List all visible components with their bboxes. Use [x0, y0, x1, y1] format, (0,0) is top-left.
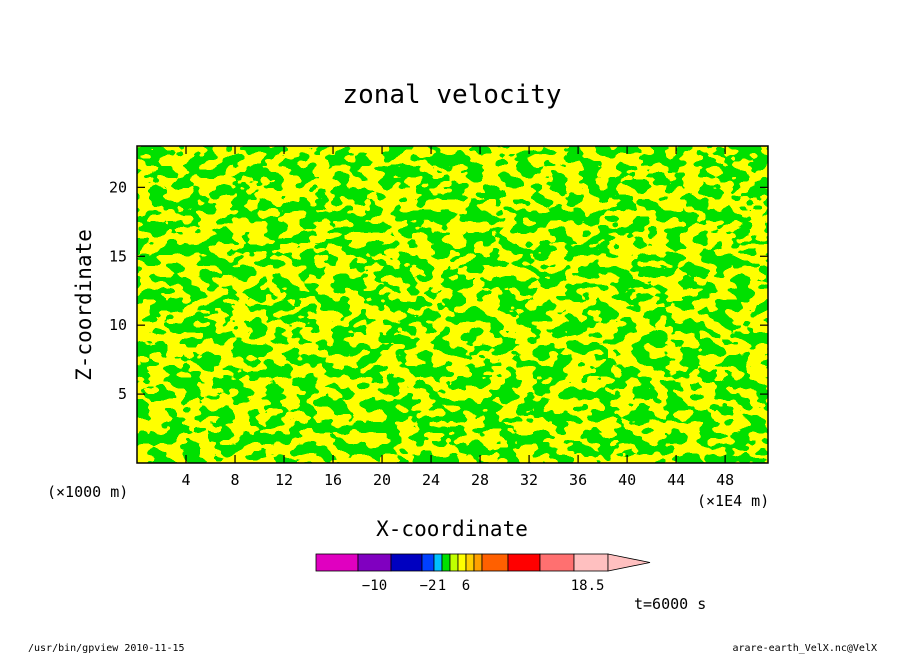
footer-right: arare-earth_VelX.nc@VelX	[733, 643, 878, 654]
colorbar-segment	[481, 553, 509, 572]
colorbar-labels: −10 −2 1 6 18.5	[362, 578, 605, 594]
chart-title: zonal velocity	[342, 80, 561, 110]
x-tick-label: 48	[716, 471, 734, 489]
x-axis-ticks: 4 8 12 16 20 24 28 32 36 40 44 48	[181, 146, 734, 489]
colorbar-segment	[433, 553, 443, 572]
y-tick-label: 20	[109, 178, 127, 196]
x-tick-label: 4	[181, 471, 190, 489]
x-tick-label: 20	[373, 471, 391, 489]
y-tick-label: 5	[118, 385, 127, 403]
colorbar-segment	[315, 553, 359, 572]
x-tick-label: 24	[422, 471, 440, 489]
x-tick-label: 40	[618, 471, 636, 489]
colorbar-label: 1	[438, 578, 446, 594]
colorbar-label: 18.5	[571, 578, 605, 594]
x-unit-left: (×1000 m)	[47, 483, 128, 501]
colorbar-segment	[573, 553, 609, 572]
colorbar-segment	[539, 553, 575, 572]
x-tick-label: 28	[471, 471, 489, 489]
y-axis-ticks: 5 10 15 20	[109, 178, 768, 403]
x-tick-label: 12	[275, 471, 293, 489]
x-unit-right: (×1E4 m)	[697, 492, 769, 510]
colorbar-segment	[473, 553, 483, 572]
y-tick-label: 10	[109, 316, 127, 334]
colorbar-segment	[390, 553, 423, 572]
colorbar-segment	[441, 553, 451, 572]
y-axis-label: Z-coordinate	[72, 229, 96, 381]
footer-left: /usr/bin/gpview 2010-11-15	[28, 643, 185, 654]
plot-frame	[136, 145, 769, 464]
colorbar-label: −10	[362, 578, 387, 594]
contour-field	[137, 146, 768, 463]
x-tick-label: 32	[520, 471, 538, 489]
colorbar-segment	[421, 553, 435, 572]
colorbar-segment	[507, 553, 541, 572]
colorbar-segment	[457, 553, 467, 572]
colorbar-label: 6	[462, 578, 470, 594]
time-label: t=6000 s	[634, 595, 706, 613]
x-axis-label: X-coordinate	[376, 517, 528, 541]
colorbar-segment	[465, 553, 475, 572]
colorbar-label: −2	[420, 578, 437, 594]
x-tick-label: 44	[667, 471, 685, 489]
colorbar	[315, 553, 651, 572]
x-tick-label: 36	[569, 471, 587, 489]
colorbar-segment	[357, 553, 392, 572]
colorbar-arrow	[607, 553, 651, 572]
x-tick-label: 8	[231, 471, 240, 489]
y-tick-label: 15	[109, 247, 127, 265]
x-tick-label: 16	[324, 471, 342, 489]
colorbar-segment	[449, 553, 459, 572]
